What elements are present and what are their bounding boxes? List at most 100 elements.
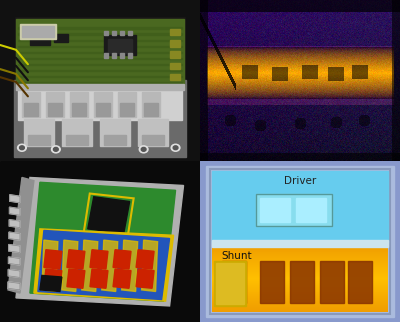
Polygon shape	[9, 244, 20, 252]
Polygon shape	[10, 195, 20, 203]
Polygon shape	[88, 197, 130, 234]
Bar	[24, 119, 54, 146]
Bar	[14, 80, 186, 157]
Circle shape	[139, 146, 148, 153]
Circle shape	[171, 144, 180, 151]
Bar	[72, 103, 86, 116]
Bar	[70, 91, 88, 117]
Bar	[320, 261, 344, 303]
Bar	[104, 135, 126, 145]
Circle shape	[52, 146, 60, 153]
Bar	[290, 261, 314, 303]
Polygon shape	[8, 282, 20, 290]
Bar	[96, 103, 110, 116]
Bar	[120, 31, 124, 35]
Polygon shape	[44, 269, 62, 288]
Bar	[18, 58, 182, 59]
Bar	[348, 261, 372, 303]
Polygon shape	[90, 250, 108, 269]
Circle shape	[20, 146, 24, 150]
Bar	[30, 34, 50, 45]
Bar	[18, 46, 182, 47]
Polygon shape	[16, 177, 184, 306]
Bar	[62, 119, 92, 146]
Bar	[186, 0, 200, 161]
Text: Driver: Driver	[284, 176, 316, 186]
Polygon shape	[8, 257, 20, 265]
Text: Shunt: Shunt	[221, 251, 252, 261]
Bar	[48, 103, 62, 116]
Bar	[104, 31, 108, 35]
Polygon shape	[62, 240, 78, 291]
Circle shape	[54, 147, 58, 151]
Polygon shape	[90, 269, 108, 288]
Bar	[170, 63, 180, 69]
Polygon shape	[122, 240, 138, 291]
Bar	[104, 53, 108, 58]
Bar	[104, 35, 136, 55]
Bar	[22, 91, 40, 117]
Bar	[16, 83, 184, 90]
Polygon shape	[8, 177, 34, 293]
Bar	[100, 119, 130, 146]
Polygon shape	[9, 220, 20, 228]
Bar	[256, 194, 332, 226]
Bar	[18, 27, 182, 29]
Bar	[18, 82, 182, 83]
Polygon shape	[8, 270, 20, 278]
Polygon shape	[40, 275, 62, 291]
Bar	[18, 70, 182, 71]
Polygon shape	[136, 269, 154, 288]
Polygon shape	[136, 250, 154, 269]
Polygon shape	[113, 269, 131, 288]
Bar	[108, 39, 132, 53]
Bar	[260, 198, 290, 223]
Bar	[296, 198, 326, 223]
Bar	[120, 53, 124, 58]
Bar	[18, 52, 182, 53]
Bar	[128, 31, 132, 35]
Bar	[170, 29, 180, 35]
Bar	[214, 261, 246, 306]
Bar	[18, 40, 182, 41]
Bar	[24, 103, 38, 116]
Circle shape	[141, 147, 146, 151]
Bar	[0, 0, 14, 161]
Polygon shape	[142, 240, 158, 291]
Bar	[20, 24, 56, 39]
Bar	[112, 53, 116, 58]
Bar	[16, 19, 184, 87]
Polygon shape	[34, 229, 174, 301]
Bar	[144, 103, 158, 116]
Polygon shape	[113, 250, 131, 269]
Bar	[170, 40, 180, 47]
Polygon shape	[44, 250, 62, 269]
Bar	[18, 76, 182, 77]
Bar	[18, 33, 182, 35]
Polygon shape	[42, 240, 58, 291]
Bar	[120, 103, 134, 116]
Bar	[222, 261, 246, 303]
Bar	[46, 91, 64, 117]
Bar	[0, 0, 200, 16]
Bar	[216, 262, 244, 304]
Bar	[118, 91, 136, 117]
Bar	[28, 135, 50, 145]
Bar	[54, 34, 68, 42]
Bar	[170, 74, 180, 80]
Bar	[142, 135, 164, 145]
Bar	[128, 53, 132, 58]
Polygon shape	[30, 182, 176, 301]
Bar	[0, 157, 200, 161]
Bar	[212, 240, 388, 247]
Bar	[138, 119, 168, 146]
Bar	[170, 52, 180, 58]
Bar	[18, 64, 182, 65]
Polygon shape	[67, 250, 85, 269]
Bar	[256, 194, 332, 226]
Bar	[112, 31, 116, 35]
Circle shape	[173, 146, 178, 150]
Bar	[260, 261, 284, 303]
Bar	[22, 26, 54, 37]
Bar	[142, 91, 160, 117]
